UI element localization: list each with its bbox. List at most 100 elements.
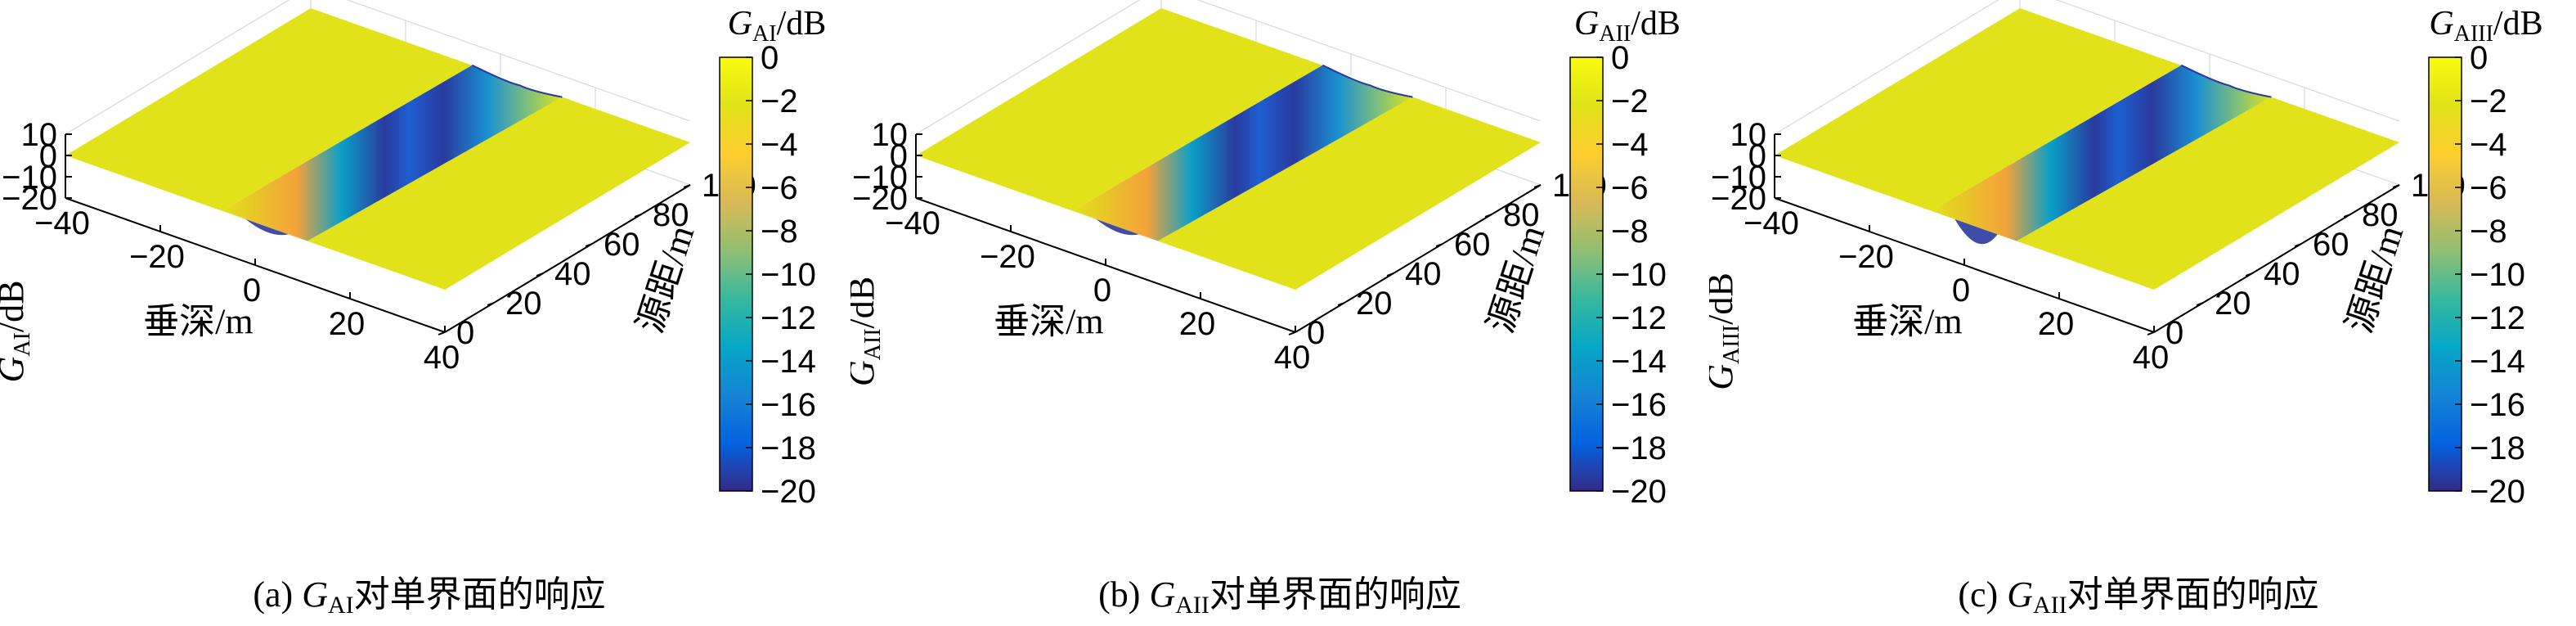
panel-b: −40−2002040020406080100100−10−20垂深/m源距/m… (850, 0, 1709, 626)
y-tick-mark (2147, 331, 2155, 336)
y-tick-mark (1435, 243, 1443, 247)
colorbar-label: GAII/dB (1574, 5, 1681, 47)
z-axis-label: GAII/dB (850, 277, 886, 386)
box-edge (65, 0, 290, 135)
caption-prefix: (c) (1958, 574, 2008, 615)
y-tick-label: 40 (2264, 256, 2300, 292)
panel-a: −40−2002040020406080100100−10−20垂深/m源距/m… (0, 0, 859, 626)
x-tick-label: 0 (1093, 272, 1111, 308)
colorbar-tick-label: −8 (2470, 214, 2507, 250)
z-tick-label: −20 (852, 181, 908, 217)
colorbar-tick-label: −8 (761, 214, 798, 250)
label-subscript: AII (860, 328, 886, 360)
x-tick-label: 40 (424, 340, 460, 376)
colorbar-tick-label: −20 (1611, 474, 1667, 510)
y-tick-label: 20 (1356, 286, 1393, 322)
surface-valley (222, 65, 563, 241)
caption-a: (a) GAI对单界面的响应 (0, 565, 859, 619)
label-symbol: G (1709, 364, 1740, 390)
colorbar-tick-label: −2 (761, 83, 798, 119)
colorbar-tick-label: −8 (1611, 214, 1649, 250)
colorbar-tick-label: −16 (761, 387, 816, 423)
caption-subscript: AI (327, 592, 354, 619)
x-tick-label: 20 (329, 306, 366, 342)
y-tick-label: 20 (2215, 286, 2251, 322)
caption-prefix: (a) (253, 574, 303, 615)
caption-subscript: AII (2032, 592, 2067, 619)
y-axis-line (444, 184, 691, 333)
z-tick-label: 10 (21, 117, 58, 153)
y-tick-label: 40 (554, 256, 591, 292)
y-tick-mark (1484, 214, 1492, 218)
colorbar-tick-label: −16 (1611, 387, 1667, 423)
label-symbol: G (2429, 5, 2453, 43)
z-tick-label: −10 (1711, 160, 1766, 196)
y-tick-mark (438, 331, 446, 336)
colorbar-tick-label: −10 (2470, 257, 2525, 293)
x-tick-label: −40 (34, 205, 90, 241)
colorbar-tick-label: 0 (761, 40, 779, 76)
y-axis-line (1295, 184, 1542, 333)
label-subscript: AI (10, 332, 35, 357)
label-subscript: AIII (1719, 325, 1744, 364)
surface-plot-b: −40−2002040020406080100100−10−20垂深/m源距/m… (850, 0, 1681, 510)
x-tick-label: 40 (1274, 340, 1311, 376)
y-tick-label: 60 (2313, 227, 2349, 263)
colorbar-tick-label: −20 (761, 474, 816, 510)
y-axis-label: 源距/m (630, 221, 702, 338)
z-tick-label: 0 (890, 138, 908, 174)
z-axis-label: GAI/dB (0, 281, 35, 383)
caption-text: 对单界面的响应 (1209, 574, 1461, 615)
colorbar-tick-label: 0 (2470, 40, 2488, 76)
colorbar-tick-label: −10 (1611, 257, 1667, 293)
x-tick-label: 0 (1952, 272, 1970, 308)
z-tick-label: −20 (1711, 181, 1766, 217)
caption-b: (b) GAII对单界面的响应 (850, 565, 1709, 619)
surface-flat-left (1775, 8, 2182, 211)
label-unit: /dB (0, 281, 31, 333)
surface-plot-a: −40−2002040020406080100100−10−20垂深/m源距/m… (0, 0, 826, 510)
z-tick-label: 10 (1730, 117, 1767, 153)
x-axis-label: 垂深/m (1852, 301, 1962, 341)
y-tick-mark (2294, 243, 2302, 247)
y-tick-mark (2343, 214, 2351, 218)
x-tick-label: −20 (129, 239, 185, 275)
caption-c: (c) GAII对单界面的响应 (1709, 565, 2568, 619)
surface-back-dip (471, 64, 563, 98)
colorbar-tick-label: −14 (1611, 344, 1667, 380)
colorbar-label: GAIII/dB (2429, 5, 2542, 47)
z-tick-label: 0 (1748, 138, 1766, 174)
x-tick-label: −20 (1838, 239, 1894, 275)
colorbar-tick-label: −6 (761, 170, 798, 206)
y-tick-label: 80 (2362, 197, 2399, 233)
colorbar-tick-label: −12 (1611, 300, 1667, 336)
colorbar-tick-label: −14 (761, 344, 816, 380)
surface-front-spike (1954, 218, 1998, 245)
y-axis-label: 源距/m (1480, 221, 1552, 338)
label-subscript: AII (1599, 21, 1631, 47)
label-symbol: G (0, 357, 31, 383)
y-tick-mark (2196, 302, 2204, 306)
surface-front-spike (245, 218, 289, 236)
caption-text: 对单界面的响应 (353, 574, 606, 615)
box-edge (1774, 0, 1999, 135)
label-unit: /dB (850, 277, 882, 329)
x-tick-label: −40 (885, 205, 940, 241)
x-tick-label: 0 (243, 272, 261, 308)
label-symbol: G (850, 360, 882, 386)
y-tick-label: 0 (1307, 315, 1325, 351)
colorbar-tick-label: −14 (2470, 344, 2525, 380)
x-tick-label: 20 (2038, 306, 2075, 342)
colorbar-tick-label: −12 (2470, 300, 2525, 336)
colorbar-tick-label: −6 (2470, 170, 2507, 206)
y-tick-mark (585, 243, 593, 247)
y-tick-label: 0 (456, 315, 474, 351)
colorbar-tick-label: −10 (761, 257, 816, 293)
x-tick-label: −20 (980, 239, 1035, 275)
caption-symbol: G (1149, 574, 1176, 615)
z-axis-label: GAIII/dB (1709, 272, 1744, 390)
surface-valley (1072, 65, 1413, 241)
caption-symbol: G (2007, 574, 2033, 615)
y-tick-mark (536, 272, 544, 277)
surface-front-spike (1096, 218, 1139, 236)
